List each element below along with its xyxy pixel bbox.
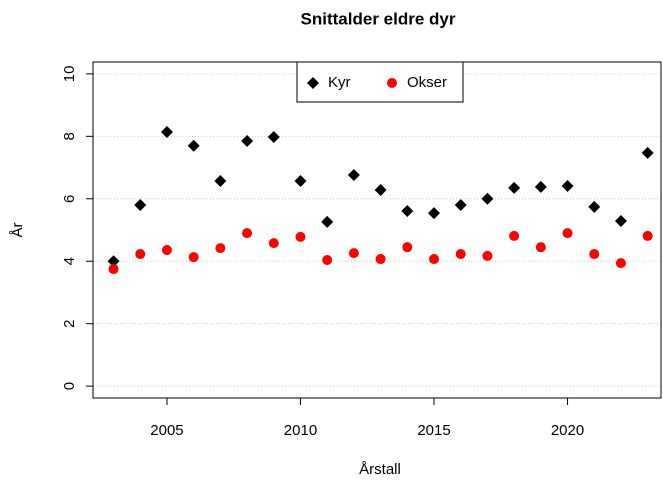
chart-title: Snittalder eldre dyr bbox=[301, 9, 456, 28]
y-tick-label: 8 bbox=[61, 132, 78, 140]
y-tick-label: 6 bbox=[61, 195, 78, 203]
point bbox=[561, 179, 574, 192]
point bbox=[268, 238, 279, 249]
point bbox=[481, 192, 494, 205]
point bbox=[509, 230, 520, 241]
point bbox=[321, 215, 334, 228]
point bbox=[135, 249, 146, 260]
point bbox=[374, 184, 387, 197]
x-tick-label: 2020 bbox=[551, 422, 584, 439]
point bbox=[267, 130, 280, 143]
x-axis-label: Årstall bbox=[359, 461, 401, 478]
point bbox=[348, 248, 359, 259]
point bbox=[641, 146, 654, 159]
point bbox=[454, 199, 467, 212]
y-tick-label: 0 bbox=[61, 382, 78, 390]
point bbox=[642, 230, 653, 241]
point bbox=[589, 249, 600, 260]
point bbox=[187, 139, 200, 152]
point bbox=[402, 242, 413, 253]
point bbox=[107, 255, 120, 268]
x-tick-label: 2015 bbox=[417, 422, 450, 439]
point bbox=[161, 244, 172, 255]
y-tick-label: 10 bbox=[61, 66, 78, 83]
point bbox=[482, 250, 493, 261]
point bbox=[134, 199, 147, 212]
point bbox=[375, 254, 386, 265]
y-tick-label: 2 bbox=[61, 320, 78, 328]
y-tick-label: 4 bbox=[61, 257, 78, 265]
point bbox=[401, 204, 414, 217]
point bbox=[160, 125, 173, 138]
point bbox=[455, 249, 466, 260]
point bbox=[294, 174, 307, 187]
legend-box bbox=[296, 61, 464, 103]
legend-label: Okser bbox=[407, 74, 447, 91]
point bbox=[295, 231, 306, 242]
point bbox=[241, 135, 254, 148]
point bbox=[562, 228, 573, 239]
point bbox=[535, 242, 546, 253]
point bbox=[428, 207, 441, 220]
point bbox=[108, 264, 119, 275]
point bbox=[534, 180, 547, 193]
point bbox=[214, 174, 227, 187]
x-tick-label: 2005 bbox=[150, 422, 183, 439]
point bbox=[614, 214, 627, 227]
legend-marker bbox=[387, 78, 397, 88]
point bbox=[347, 169, 360, 182]
point bbox=[588, 200, 601, 213]
legend-marker bbox=[307, 77, 319, 89]
point bbox=[215, 243, 226, 254]
point bbox=[188, 252, 199, 263]
plot-frame bbox=[92, 61, 662, 399]
point bbox=[615, 258, 626, 269]
point bbox=[242, 228, 253, 239]
y-axis-label: År bbox=[9, 222, 26, 237]
point bbox=[508, 181, 521, 194]
legend-label: Kyr bbox=[328, 74, 351, 91]
x-tick-label: 2010 bbox=[284, 422, 317, 439]
point bbox=[322, 254, 333, 265]
point bbox=[429, 254, 440, 265]
